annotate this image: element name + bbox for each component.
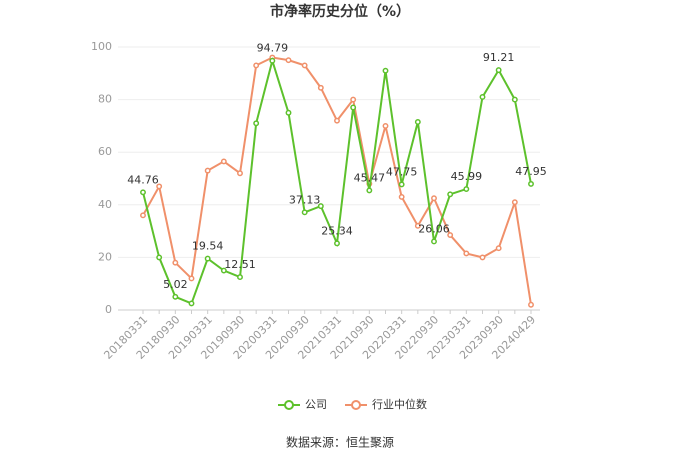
data-point — [398, 193, 405, 200]
data-point — [285, 57, 292, 64]
data-point — [511, 199, 518, 206]
legend-label: 公司 — [305, 398, 327, 411]
data-point — [463, 250, 470, 257]
data-point — [398, 181, 405, 188]
y-tick-label: 60 — [98, 145, 112, 158]
data-point — [237, 170, 243, 177]
data-point — [237, 274, 243, 281]
source: 数据来源：恒生聚源 — [286, 435, 394, 450]
data-point — [140, 212, 146, 219]
data-label: 45.47 — [354, 171, 386, 184]
data-point — [495, 67, 502, 74]
data-label: 47.95 — [515, 165, 547, 178]
data-point — [511, 96, 518, 103]
data-label: 91.21 — [483, 51, 515, 64]
data-point — [463, 186, 470, 192]
data-point — [204, 255, 211, 262]
data-point — [350, 104, 357, 111]
data-point — [220, 158, 227, 165]
data-point — [156, 183, 163, 190]
data-point — [414, 119, 421, 125]
data-point — [285, 109, 292, 116]
data-point — [156, 254, 163, 261]
data-point — [317, 84, 324, 91]
data-point — [479, 254, 486, 261]
data-point — [447, 232, 454, 238]
y-tick-label: 20 — [98, 250, 112, 263]
data-point — [382, 122, 389, 129]
data-point — [528, 180, 534, 187]
y-tick-label: 80 — [98, 93, 112, 106]
data-point — [495, 245, 502, 252]
data-label: 26.06 — [418, 222, 450, 235]
y-tick-label: 100 — [91, 40, 112, 53]
data-point — [204, 167, 211, 174]
data-label: 5.02 — [163, 278, 188, 291]
data-point — [172, 259, 179, 266]
data-point — [350, 96, 357, 103]
data-point — [301, 209, 308, 216]
legend-marker — [284, 400, 294, 410]
data-label: 25.34 — [321, 224, 353, 237]
data-point — [447, 191, 454, 198]
data-point — [253, 62, 260, 69]
data-label: 44.76 — [127, 173, 159, 186]
data-label: 12.51 — [224, 258, 256, 271]
data-point — [220, 267, 227, 274]
data-point — [188, 275, 195, 282]
y-tick-label: 0 — [105, 303, 112, 316]
data-label: 37.13 — [289, 193, 321, 206]
data-point — [140, 189, 146, 196]
legend-label: 行业中位数 — [372, 397, 427, 411]
data-point — [172, 293, 179, 300]
data-point — [479, 94, 486, 100]
data-point — [269, 57, 276, 64]
data-point — [414, 222, 421, 229]
data-point — [528, 301, 534, 308]
legend-marker — [351, 400, 361, 410]
data-point — [366, 187, 373, 194]
data-label: 19.54 — [192, 240, 224, 253]
data-point — [317, 203, 324, 210]
data-point — [301, 62, 308, 69]
data-point — [253, 120, 260, 127]
data-label: 47.75 — [386, 165, 418, 178]
y-tick-label: 40 — [98, 198, 112, 211]
data-point — [382, 67, 389, 74]
data-point — [334, 117, 340, 124]
data-point — [431, 195, 437, 202]
data-point — [188, 300, 195, 307]
data-point — [431, 238, 437, 245]
chart-title: 市净率历史分位（%） — [270, 3, 410, 20]
data-point — [334, 240, 340, 247]
data-label: 94.79 — [257, 42, 289, 55]
data-label: 45.99 — [451, 170, 483, 183]
